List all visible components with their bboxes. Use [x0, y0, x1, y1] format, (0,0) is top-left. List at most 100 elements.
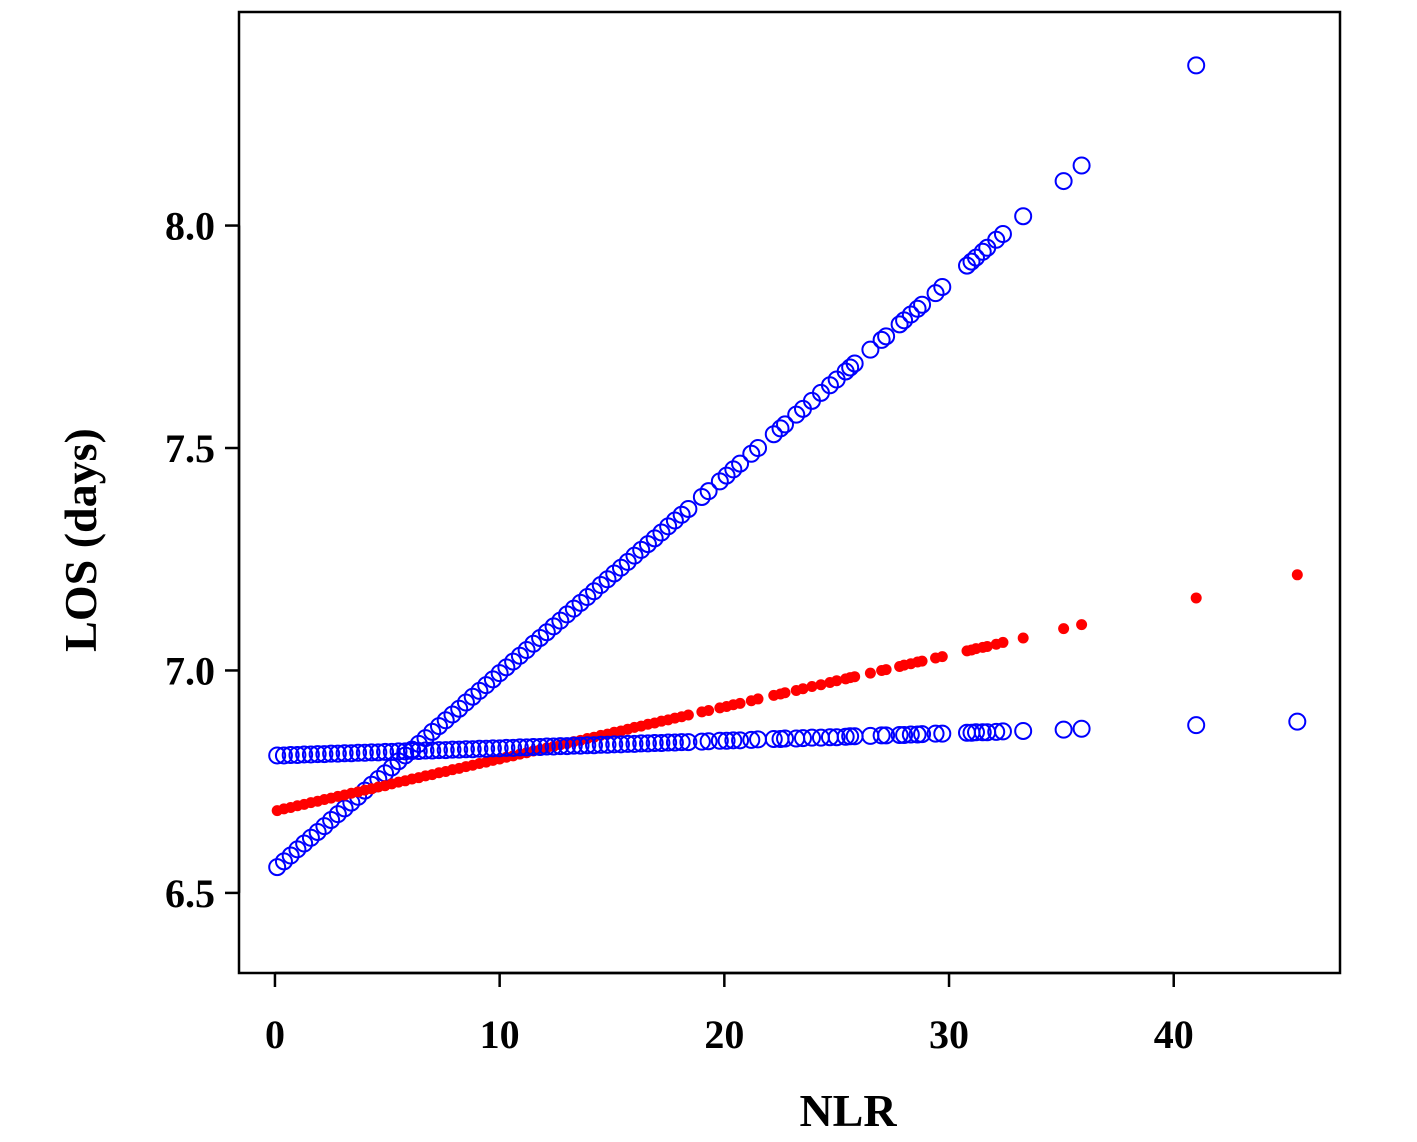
- data-point: [611, 735, 630, 754]
- data-point: [841, 727, 860, 746]
- data-point: [1058, 623, 1070, 635]
- data-point: [872, 330, 891, 349]
- data-point: [571, 736, 590, 755]
- data-point: [537, 737, 556, 756]
- y-tick-label: 8.0: [165, 204, 215, 249]
- data-point: [531, 737, 550, 756]
- data-point: [993, 722, 1012, 741]
- data-point: [585, 582, 604, 601]
- data-point: [389, 742, 408, 761]
- x-axis-title: NLR: [799, 1085, 897, 1136]
- data-point: [551, 737, 570, 756]
- data-point: [483, 739, 502, 758]
- data-point: [710, 731, 729, 750]
- data-point: [1187, 56, 1206, 75]
- data-point: [802, 728, 821, 747]
- data-point: [908, 299, 927, 318]
- data-point: [349, 743, 368, 762]
- data-point: [877, 327, 896, 346]
- data-point: [806, 680, 818, 692]
- data-point: [308, 745, 327, 764]
- data-point: [450, 740, 469, 759]
- data-point: [403, 741, 422, 760]
- data-point: [1072, 156, 1091, 175]
- data-point: [598, 735, 617, 754]
- data-point: [429, 741, 448, 760]
- data-point: [463, 740, 482, 759]
- x-tick-label: 10: [480, 1012, 520, 1057]
- data-point: [632, 734, 651, 753]
- data-point: [618, 734, 637, 753]
- data-point: [901, 725, 920, 744]
- data-point: [933, 724, 952, 743]
- x-tick-label: 30: [929, 1012, 969, 1057]
- data-point: [328, 744, 347, 763]
- data-point: [652, 733, 671, 752]
- data-point: [717, 731, 736, 750]
- data-point: [1076, 619, 1088, 631]
- data-point: [752, 693, 764, 705]
- y-tick-label: 6.5: [165, 871, 215, 916]
- data-point: [591, 735, 610, 754]
- x-tick-label: 20: [704, 1012, 744, 1057]
- data-point: [724, 731, 743, 750]
- data-point: [551, 611, 570, 630]
- data-point: [1054, 172, 1073, 191]
- data-point: [993, 225, 1012, 244]
- plot-frame: [237, 10, 1342, 975]
- data-point: [872, 726, 891, 745]
- data-point: [987, 722, 1006, 741]
- data-point: [880, 664, 892, 676]
- data-point: [936, 651, 948, 663]
- data-point: [315, 745, 334, 764]
- data-point: [926, 724, 945, 743]
- data-point: [510, 738, 529, 757]
- data-point: [913, 725, 932, 744]
- series-1: [268, 56, 1206, 877]
- series-3: [268, 712, 1307, 765]
- data-point: [517, 640, 536, 659]
- data-point: [703, 705, 715, 717]
- data-point: [456, 740, 475, 759]
- data-point: [288, 745, 307, 764]
- data-point: [274, 746, 293, 765]
- data-point: [362, 743, 381, 762]
- data-point: [734, 697, 746, 709]
- data-point: [423, 741, 442, 760]
- data-point: [776, 415, 795, 434]
- data-point: [504, 738, 523, 757]
- data-point: [1187, 716, 1206, 735]
- data-point: [815, 679, 827, 691]
- data-point: [335, 744, 354, 763]
- x-tick-label: 0: [265, 1012, 285, 1057]
- data-point: [933, 277, 952, 296]
- data-point: [295, 745, 314, 764]
- data-point: [281, 745, 300, 764]
- data-point: [966, 723, 985, 742]
- data-point: [831, 675, 843, 687]
- data-point: [396, 742, 415, 761]
- data-point: [877, 726, 896, 745]
- data-point: [436, 741, 455, 760]
- data-point: [342, 744, 361, 763]
- data-point: [793, 729, 812, 748]
- data-point: [890, 725, 909, 744]
- data-point: [682, 709, 694, 721]
- data-point: [731, 454, 750, 473]
- data-point: [890, 315, 909, 334]
- x-axis: 0 10 20 30 40: [265, 971, 1194, 1057]
- data-point: [1054, 720, 1073, 739]
- data-point: [585, 736, 604, 755]
- data-point: [416, 741, 435, 760]
- data-point: [301, 745, 320, 764]
- data-point: [861, 340, 880, 359]
- data-point: [973, 242, 992, 261]
- data-point: [605, 735, 624, 754]
- data-point: [315, 817, 334, 836]
- data-point: [268, 746, 287, 765]
- y-axis-title: LOS (days): [55, 428, 106, 652]
- data-point: [916, 655, 928, 667]
- data-point: [679, 499, 698, 518]
- data-point: [849, 671, 861, 683]
